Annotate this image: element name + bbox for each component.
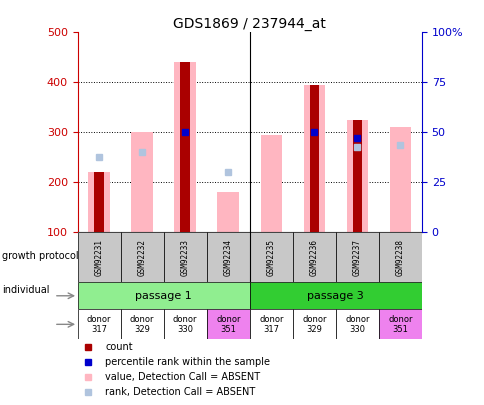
- Bar: [260, 135, 282, 232]
- Bar: [352, 120, 362, 232]
- Bar: [389, 127, 410, 232]
- Text: donor
330: donor 330: [345, 315, 369, 334]
- Text: GSM92233: GSM92233: [181, 239, 189, 276]
- Text: GSM92234: GSM92234: [223, 239, 232, 276]
- Bar: [163, 309, 206, 339]
- Bar: [335, 232, 378, 282]
- Text: rank, Detection Call = ABSENT: rank, Detection Call = ABSENT: [105, 387, 255, 397]
- Bar: [346, 120, 367, 232]
- Bar: [292, 232, 335, 282]
- Bar: [249, 282, 421, 309]
- Text: count: count: [105, 342, 133, 352]
- Text: donor
351: donor 351: [215, 315, 240, 334]
- Bar: [206, 232, 249, 282]
- Bar: [309, 85, 318, 232]
- Text: donor
329: donor 329: [302, 315, 326, 334]
- Bar: [378, 232, 421, 282]
- Bar: [249, 309, 292, 339]
- Bar: [131, 132, 152, 232]
- Text: passage 3: passage 3: [307, 291, 363, 301]
- Bar: [303, 85, 324, 232]
- Bar: [206, 309, 249, 339]
- Bar: [174, 62, 196, 232]
- Bar: [121, 232, 163, 282]
- Bar: [378, 309, 421, 339]
- Text: GSM92232: GSM92232: [137, 239, 146, 276]
- Text: GSM92236: GSM92236: [309, 239, 318, 276]
- Text: donor
317: donor 317: [87, 315, 111, 334]
- Text: passage 1: passage 1: [135, 291, 192, 301]
- Text: donor
317: donor 317: [258, 315, 283, 334]
- Text: donor
329: donor 329: [130, 315, 154, 334]
- Text: GSM92235: GSM92235: [266, 239, 275, 276]
- Bar: [163, 232, 206, 282]
- Text: donor
351: donor 351: [387, 315, 412, 334]
- Bar: [77, 232, 121, 282]
- Bar: [94, 172, 104, 232]
- Text: growth protocol: growth protocol: [2, 251, 79, 261]
- Text: value, Detection Call = ABSENT: value, Detection Call = ABSENT: [105, 372, 260, 382]
- Title: GDS1869 / 237944_at: GDS1869 / 237944_at: [173, 17, 326, 31]
- Bar: [180, 62, 190, 232]
- Bar: [77, 282, 249, 309]
- Text: GSM92231: GSM92231: [94, 239, 104, 276]
- Text: GSM92237: GSM92237: [352, 239, 361, 276]
- Text: donor
330: donor 330: [173, 315, 197, 334]
- Bar: [292, 309, 335, 339]
- Bar: [217, 192, 239, 232]
- Bar: [335, 309, 378, 339]
- Bar: [88, 172, 110, 232]
- Bar: [77, 309, 121, 339]
- Bar: [249, 232, 292, 282]
- Text: percentile rank within the sample: percentile rank within the sample: [105, 357, 270, 367]
- Text: individual: individual: [2, 285, 50, 294]
- Text: GSM92238: GSM92238: [395, 239, 404, 276]
- Bar: [121, 309, 163, 339]
